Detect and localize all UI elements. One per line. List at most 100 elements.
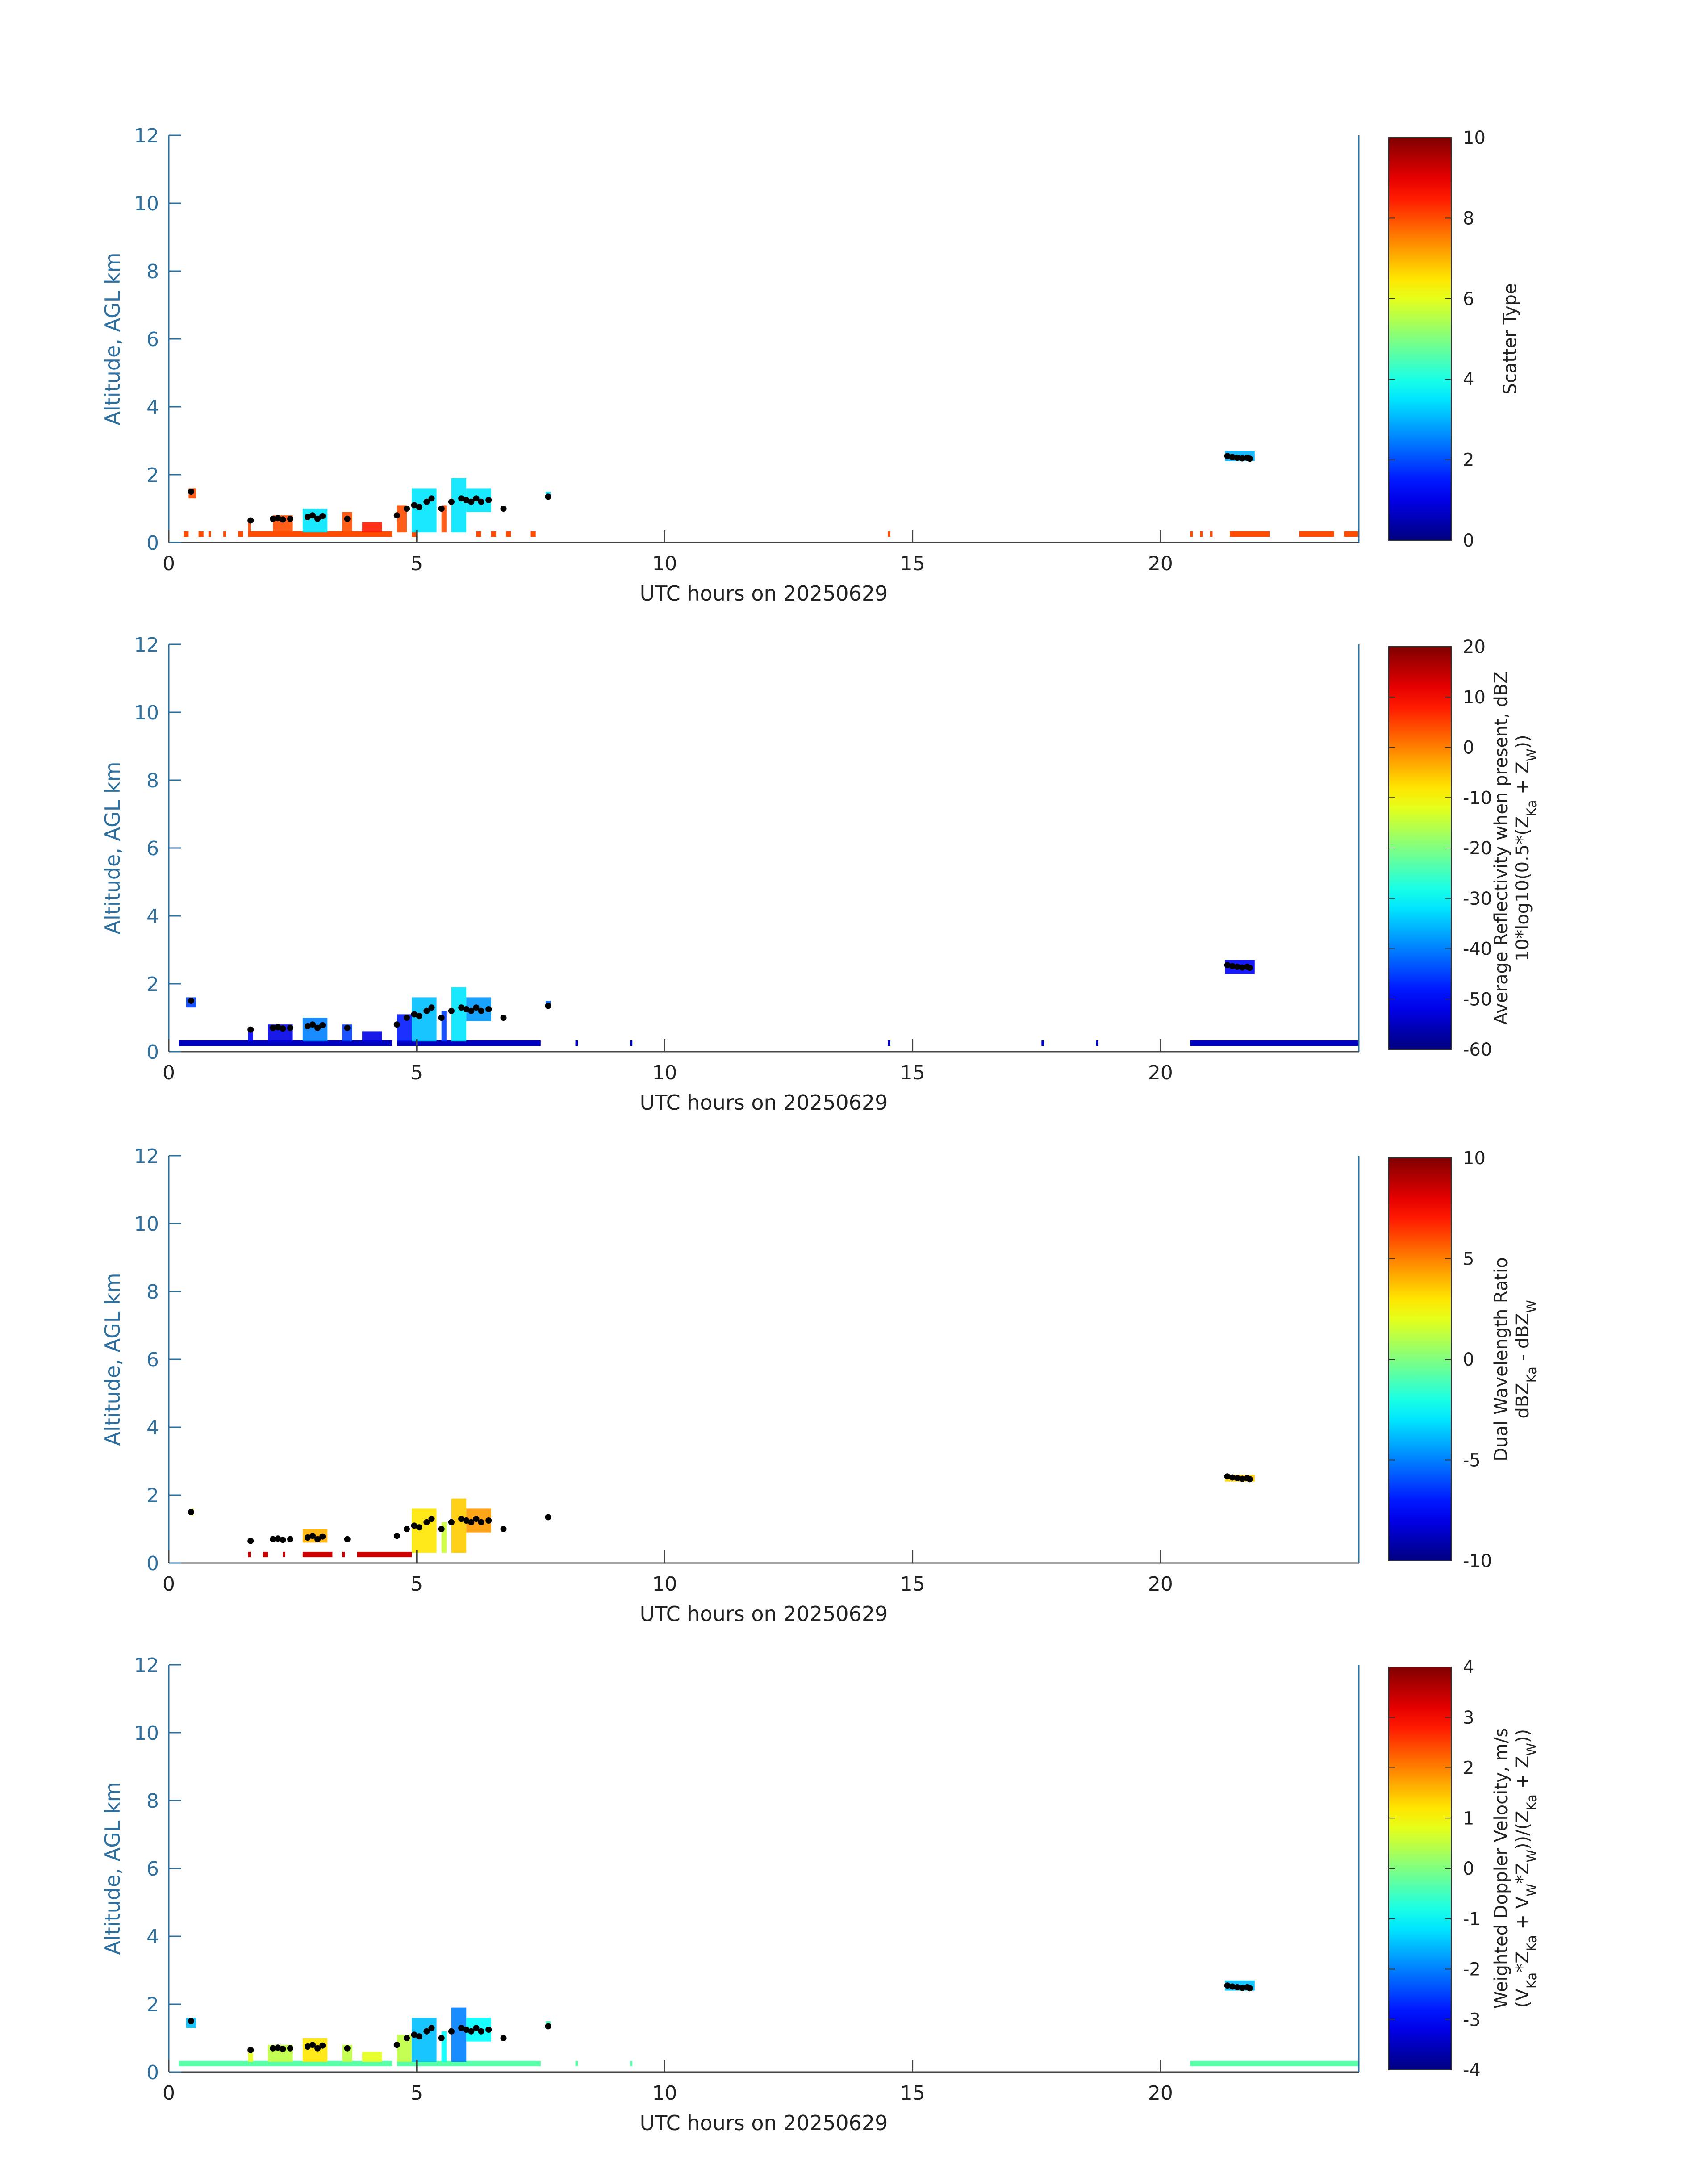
y-tick-label: 0: [146, 532, 159, 555]
ground-band-segment: [1200, 531, 1203, 537]
cloud-base-marker: [458, 2025, 465, 2031]
cloud-base-marker: [1229, 963, 1236, 969]
cloud-base-marker: [275, 2044, 281, 2051]
ground-band-segment: [1210, 531, 1213, 537]
cloud-base-marker: [545, 2023, 551, 2030]
ground-band-segment: [248, 1551, 251, 1558]
y-tick-label: 8: [146, 769, 159, 792]
colorbar-tick-label: -50: [1463, 989, 1492, 1010]
ground-band-segment: [179, 1040, 392, 1046]
cloud-base-marker: [188, 1509, 194, 1515]
ground-band-segment: [179, 2060, 392, 2067]
colorbar-label: (VKa*ZKa + VW*ZW))/(ZKa + ZW)): [1512, 1729, 1539, 2008]
cloud-base-marker: [468, 2028, 475, 2035]
cloud-base-marker: [319, 513, 326, 519]
cloud-base-marker: [314, 1536, 321, 1542]
colorbar-tick-label: -2: [1463, 1960, 1481, 1980]
cloud-base-marker: [188, 2018, 194, 2024]
cloud-base-marker: [287, 2045, 294, 2052]
y-tick-label: 10: [134, 192, 159, 215]
colorbar-tick-label: 2: [1463, 450, 1474, 471]
cloud-base-marker: [247, 1538, 254, 1544]
colorbar-tick-label: 4: [1463, 369, 1474, 390]
cloud-base-marker: [1224, 962, 1231, 969]
colorbar-label: Weighted Doppler Velocity, m/s: [1491, 1728, 1512, 2009]
y-tick-label: 12: [134, 634, 159, 656]
cloud-base-marker: [188, 998, 194, 1004]
cloud-base-marker: [309, 1533, 316, 1539]
x-tick-label: 20: [1148, 552, 1173, 575]
cloud-base-marker: [463, 2027, 470, 2033]
cloud-base-marker: [304, 2043, 311, 2050]
ground-band-segment: [506, 531, 511, 537]
colorbar-tick-label: -3: [1463, 2010, 1481, 2030]
cloud-base-marker: [500, 506, 507, 512]
cloud-base-marker: [428, 495, 435, 502]
ground-band-segment: [283, 1551, 285, 1558]
cloud-base-marker: [485, 1517, 492, 1524]
ground-band-segment: [184, 531, 189, 537]
x-axis-label: UTC hours on 20250629: [640, 1602, 888, 1626]
cloud-base-marker: [1239, 1985, 1246, 1991]
ground-band-segment: [397, 2060, 541, 2067]
echo-column: [412, 1508, 437, 1553]
colorbar: [1388, 1667, 1452, 2070]
ground-band-segment: [1096, 1040, 1099, 1046]
cloud-base-marker: [411, 2031, 418, 2038]
x-tick-label: 10: [652, 1573, 677, 1596]
colorbar-label: 10*log10(0.5*(ZKa + ZW)): [1512, 735, 1539, 961]
cloud-base-marker: [416, 504, 422, 510]
cloud-base-marker: [344, 1536, 351, 1542]
colorbar-tick-label: 0: [1463, 1350, 1474, 1370]
colorbar-tick-label: 20: [1463, 637, 1486, 657]
cloud-base-marker: [473, 1004, 480, 1011]
cloud-base-marker: [1229, 1474, 1236, 1481]
y-tick-label: 0: [146, 2061, 159, 2084]
cloud-base-marker: [280, 2046, 286, 2052]
cloud-base-marker: [309, 512, 316, 519]
colorbar-tick-label: 2: [1463, 1758, 1474, 1779]
cloud-base-marker: [314, 515, 321, 522]
cloud-base-marker: [1234, 1984, 1240, 1990]
colorbar-tick-label: 0: [1463, 1859, 1474, 1879]
cloud-base-marker: [304, 514, 311, 520]
cloud-base-marker: [270, 2045, 276, 2052]
cloud-base-marker: [304, 1534, 311, 1541]
cloud-base-marker: [1234, 455, 1240, 461]
ground-band-segment: [476, 531, 481, 537]
cloud-base-marker: [314, 2045, 321, 2052]
cloud-base-marker: [1224, 453, 1231, 460]
cloud-base-marker: [545, 493, 551, 500]
echo-column: [397, 505, 407, 533]
ground-band-segment: [575, 2060, 578, 2067]
cloud-base-marker: [458, 495, 465, 502]
cloud-base-marker: [280, 1025, 286, 1032]
ground-band-segment: [342, 1551, 345, 1558]
echo-column: [441, 1522, 447, 1553]
x-tick-label: 15: [900, 1573, 925, 1596]
cloud-base-marker: [275, 515, 281, 522]
y-axis-label: Altitude, AGL km: [100, 1273, 125, 1446]
cloud-base-marker: [393, 2042, 400, 2048]
colorbar-tick-label: 10: [1463, 1148, 1486, 1169]
y-tick-label: 4: [146, 396, 159, 419]
cloud-base-marker: [463, 1517, 470, 1524]
panel-2: 0 2 4 6 8 10 12 0 5 10 15 20 UTC hours on 20250629 Al…: [100, 634, 1539, 1115]
cloud-base-marker: [448, 2028, 455, 2035]
colorbar-tick-label: -60: [1463, 1040, 1492, 1060]
echo-column: [451, 2007, 467, 2062]
cloud-base-marker: [309, 2042, 316, 2048]
cloud-base-marker: [463, 497, 470, 503]
cloud-base-marker: [393, 512, 400, 519]
colorbar-tick-label: -5: [1463, 1450, 1481, 1471]
cloud-base-marker: [448, 1519, 455, 1525]
x-tick-label: 20: [1148, 1573, 1173, 1596]
cloud-base-marker: [478, 1007, 484, 1014]
cloud-base-marker: [473, 495, 480, 502]
x-tick-label: 15: [900, 552, 925, 575]
ground-band-segment: [223, 531, 226, 537]
cloud-base-marker: [1246, 1476, 1253, 1483]
y-tick-label: 0: [146, 1552, 159, 1575]
cloud-base-marker: [545, 1003, 551, 1009]
cloud-base-marker: [438, 506, 445, 512]
